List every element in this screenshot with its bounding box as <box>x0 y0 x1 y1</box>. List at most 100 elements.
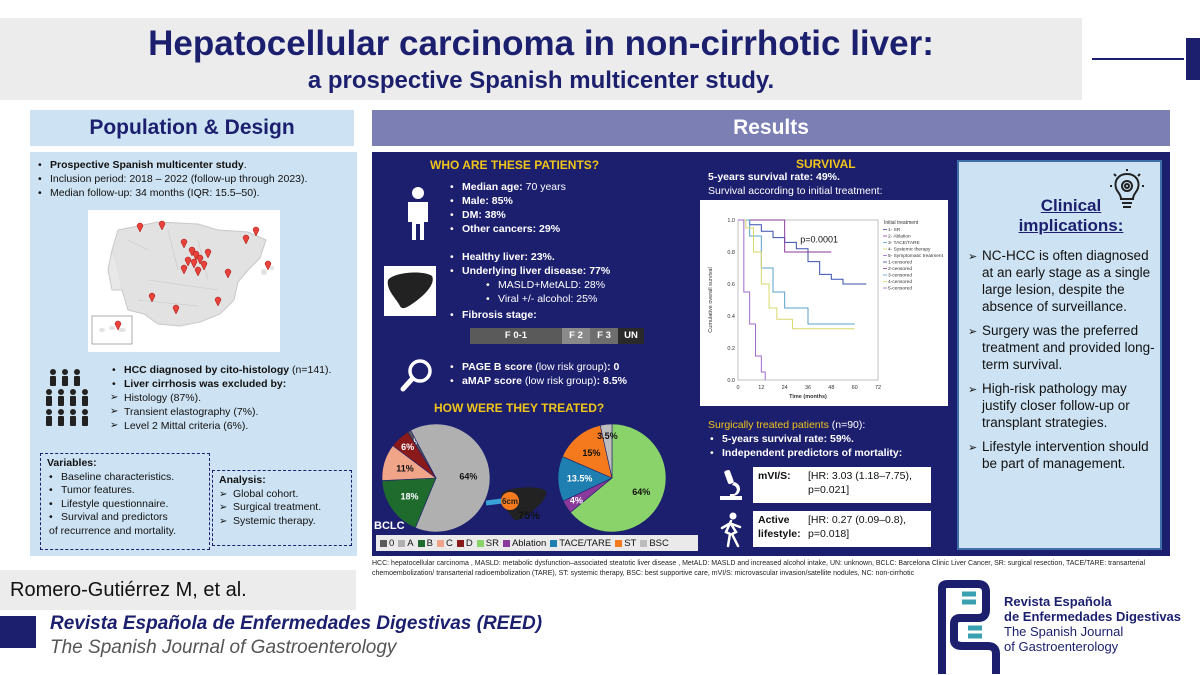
survival-summary: 5-years survival rate: 49%. Survival acc… <box>708 170 958 198</box>
legend-item: A <box>398 538 414 549</box>
legend-entry: 5-censored <box>888 286 912 292</box>
people-icon <box>46 369 88 426</box>
tumor-size-label: 6cm <box>502 497 518 506</box>
abbreviations-footnote: HCC: hepatocellular carcinoma , MASLD: m… <box>372 560 1146 577</box>
legend-item: BSC <box>640 538 669 549</box>
treated-header: HOW WERE THEY TREATED? <box>434 401 605 415</box>
pie-value-label: 3.5% <box>597 431 618 441</box>
y-tick-label: 0.0 <box>727 378 735 384</box>
poster-title: Hepatocellular carcinoma in non-cirrhoti… <box>0 18 1082 100</box>
list-item: Median age: 70 years <box>448 180 648 194</box>
pie-slice <box>392 431 437 479</box>
x-tick-label: 12 <box>758 385 764 391</box>
legend-item: SR <box>476 538 499 549</box>
list-item: Lifestyle questionnaire. <box>47 498 203 512</box>
legend-title: Initial treatment <box>884 220 919 226</box>
legend-item: 0 <box>380 538 394 549</box>
pie-slice <box>381 477 437 529</box>
magnifier-icon <box>400 359 432 392</box>
clinical-header: Clinical implications: <box>1018 196 1124 235</box>
hcc-criteria: HCC diagnosed by cito-histology (n=141).… <box>110 363 357 433</box>
y-tick-label: 1.0 <box>727 218 735 224</box>
survival-rate: 5-years survival rate: 49%. <box>708 171 840 183</box>
list-item: Baseline characteristics. <box>47 471 203 485</box>
list-item: Inclusion period: 2018 – 2022 (follow-up… <box>36 172 352 186</box>
x-tick-label: 36 <box>805 385 811 391</box>
legend-entry: 1-censored <box>888 260 912 266</box>
journal-citation: Revista Española de Enfermedades Digesti… <box>50 612 650 660</box>
title-line-2: a prospective Spanish multicenter study. <box>307 67 775 94</box>
pie-value-label: 15% <box>582 448 600 458</box>
journal-title: Revista Española de Enfermedades Digesti… <box>50 613 543 634</box>
pie-value-label: 1% <box>409 436 422 446</box>
list-item: Viral +/- alcohol: 25% <box>484 292 658 306</box>
surgical-n: (n=90): <box>828 419 866 431</box>
legend-entry: 4-censored <box>888 279 912 285</box>
pie-value-label: 64% <box>459 471 477 481</box>
legend-item: ST <box>615 538 636 549</box>
person-icon <box>408 187 428 240</box>
y-tick-label: 0.6 <box>727 282 735 288</box>
population-list: Prospective Spanish multicenter study. I… <box>36 158 352 200</box>
km-series-line <box>738 219 867 285</box>
pie-value-label: 13.5% <box>567 474 593 484</box>
journal-subtitle: The Spanish Journal of Gastroenterology <box>50 637 397 658</box>
list-item: Independent predictors of mortality: <box>708 446 948 460</box>
list-item: Liver cirrhosis was excluded by: <box>110 377 357 391</box>
x-tick-label: 0 <box>736 385 739 391</box>
km-survival-chart: 0 12 24 36 48 60 72 0.0 0.2 0.4 0.6 0.8 1.0 Time (mon… <box>700 200 948 406</box>
list-item: Surgery was the preferred treatment and … <box>968 322 1156 373</box>
plot-frame <box>737 219 879 381</box>
list-item: Other cancers: 29% <box>448 222 648 236</box>
pie-value-label: 64% <box>632 487 650 497</box>
lightbulb-gear-icon <box>1110 169 1144 208</box>
variables-box: Variables: Baseline characteristics. Tum… <box>40 453 210 550</box>
analysis-title: Analysis: <box>219 474 266 486</box>
x-tick-label: 24 <box>782 385 788 391</box>
y-tick-label: 0.8 <box>727 250 735 256</box>
pie-value-label: 11% <box>396 463 414 473</box>
hr-value: [HR: 0.27 (0.09–0.8), p=0.018] <box>808 514 907 540</box>
journal-accent <box>0 616 36 648</box>
y-axis-label: Cumulative overall survival <box>708 267 714 332</box>
list-item: Fibrosis stage: <box>448 308 658 322</box>
reed-logo-icon <box>938 580 1000 674</box>
fibrosis-segment: F 0-1 <box>470 328 562 344</box>
pie-slice <box>599 423 613 479</box>
list-item: HCC diagnosed by cito-histology (n=141). <box>110 363 357 377</box>
list-item: MASLD+MetALD: 28% <box>484 278 658 292</box>
legend-item: C <box>436 538 453 549</box>
legend-entry: 2-censored <box>888 266 912 272</box>
list-item: Survival and predictors <box>47 511 203 525</box>
list-item: PAGE B score (low risk group): 0 <box>448 360 658 374</box>
list-item: DM: 38% <box>448 208 648 222</box>
demographics-list: Median age: 70 years Male: 85% DM: 38% O… <box>448 180 648 236</box>
legend-item: B <box>417 538 433 549</box>
corner-accent <box>1186 38 1200 80</box>
legend-entry: 1- SR <box>888 227 901 233</box>
liver-status-list: Healthy liver: 23%. Underlying liver dis… <box>448 250 658 322</box>
bclc-pie-chart: 1% 64% 18% 11% 6% <box>381 423 491 533</box>
list-item: Male: 85% <box>448 194 648 208</box>
population-header: Population & Design <box>30 110 354 146</box>
x-axis-label: Time (months) <box>789 394 827 400</box>
tumor-percentage: 75% <box>518 510 541 522</box>
walking-person-icon <box>720 512 742 548</box>
hr-value: [HR: 3.03 (1.18–7.75), p=0.021] <box>808 470 912 496</box>
fibrosis-segment: F 2 <box>562 328 590 344</box>
reed-line: of Gastroenterology <box>1004 639 1119 654</box>
list-item: Tumor features. <box>47 484 203 498</box>
x-tick-label: 48 <box>828 385 834 391</box>
km-series-line <box>738 219 766 380</box>
list-item: aMAP score (low risk group): 8.5% <box>448 374 658 388</box>
legend-entry: 2- Ablation <box>888 234 911 240</box>
list-item: Level 2 Mittal criteria (6%). <box>110 419 357 433</box>
pie-value-label: 18% <box>400 492 418 502</box>
list-item: Surgical treatment. <box>219 501 345 515</box>
survival-subtitle: Survival according to initial treatment: <box>708 185 883 197</box>
list-item: Global cohort. <box>219 488 345 502</box>
list-item: Systemic therapy. <box>219 515 345 529</box>
pie-value-label: 6% <box>401 442 414 452</box>
list-item: Healthy liver: 23%. <box>448 250 658 264</box>
pie-slice <box>562 424 613 479</box>
